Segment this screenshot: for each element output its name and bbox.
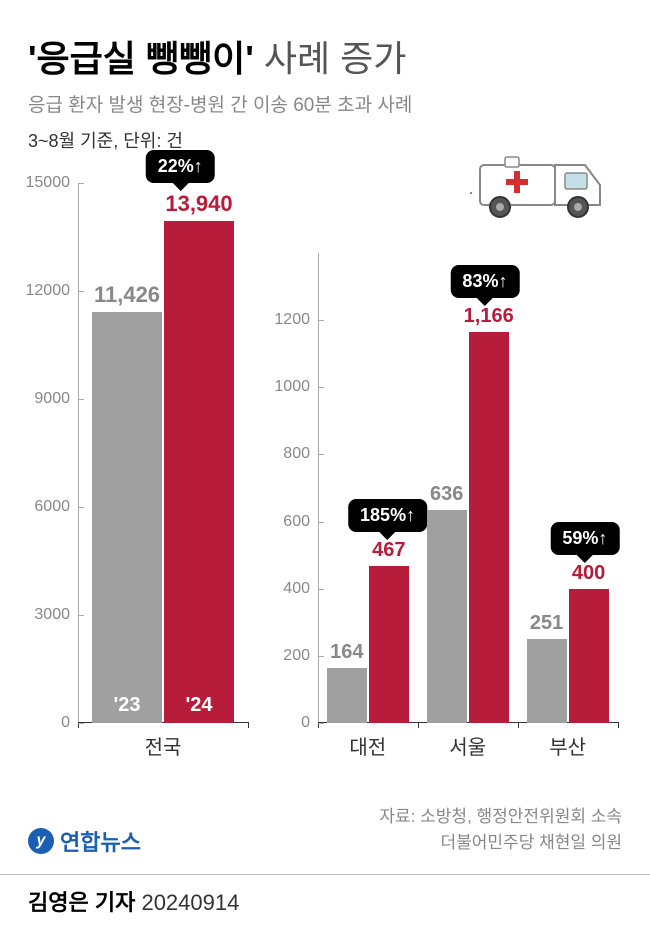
title-rest: 사례 증가 <box>254 38 406 79</box>
y-tick: 1200 <box>274 311 318 329</box>
reporter-name: 김영은 기자 <box>28 890 135 915</box>
bar-value-label: 251 <box>530 612 563 635</box>
bar: 251 <box>527 639 567 723</box>
y-tick: 1000 <box>274 378 318 396</box>
bar-group: 251400 <box>527 589 609 723</box>
y-tick: 9000 <box>34 390 78 408</box>
footer: 김영은 기자 20240914 <box>28 885 239 917</box>
y-tick: 3000 <box>34 606 78 624</box>
bar: 13,940'24 <box>164 221 234 723</box>
y-tick: 600 <box>283 513 318 531</box>
bar: 164 <box>327 668 367 723</box>
source-line: 자료: 소방청, 행정안전위원회 소속 <box>379 804 622 830</box>
bar: 636 <box>427 510 467 724</box>
bar-group: 11,426'2313,940'24 <box>92 221 234 723</box>
bar-value-label: 636 <box>430 483 463 506</box>
y-tick: 200 <box>283 647 318 665</box>
y-tick: 12000 <box>26 282 79 300</box>
category-label: 전국 <box>145 731 182 760</box>
chart-national: 0300060009000120001500011,426'2313,940'2… <box>28 183 248 753</box>
y-axis <box>318 253 319 723</box>
y-tick: 800 <box>283 445 318 463</box>
bar: 400 <box>569 589 609 723</box>
bar-group: 6361,166 <box>427 332 509 723</box>
category-label: 서울 <box>449 731 486 760</box>
publish-date: 20240914 <box>141 890 239 915</box>
y-tick: 15000 <box>26 174 79 192</box>
bar-value-label: 11,426 <box>94 282 160 308</box>
source-line: 더불어민주당 채현일 의원 <box>379 830 622 856</box>
y-tick: 0 <box>301 714 318 732</box>
y-axis <box>78 183 79 723</box>
bar-value-label: 164 <box>330 641 363 664</box>
percent-badge: 83%↑ <box>450 265 519 298</box>
chart-regional: 020040060080010001200164467185%↑대전6361,1… <box>278 253 618 753</box>
category-label: 대전 <box>349 731 386 760</box>
divider <box>0 874 650 875</box>
data-source: 자료: 소방청, 행정안전위원회 소속 더불어민주당 채현일 의원 <box>379 804 622 855</box>
title-bold: '응급실 뺑뺑이' <box>28 38 254 79</box>
logo-icon: y <box>28 828 54 854</box>
y-tick: 6000 <box>34 498 78 516</box>
percent-badge: 59%↑ <box>550 522 619 555</box>
y-tick: 0 <box>61 714 78 732</box>
percent-badge: 185%↑ <box>348 499 427 532</box>
y-tick: 400 <box>283 580 318 598</box>
category-label: 부산 <box>549 731 586 760</box>
bar-year-label: '23 <box>113 694 140 717</box>
chart-subtitle: 응급 환자 발생 현장-병원 간 이송 60분 초과 사례 <box>28 90 622 117</box>
bar: 467 <box>369 566 409 723</box>
chart-title: '응급실 뺑뺑이' 사례 증가 <box>28 30 622 82</box>
logo-text: 연합뉴스 <box>60 825 141 857</box>
charts-container: 0300060009000120001500011,426'2313,940'2… <box>28 163 622 753</box>
percent-badge: 22%↑ <box>146 150 215 183</box>
bar-group: 164467 <box>327 566 409 723</box>
publisher-logo: y 연합뉴스 <box>28 825 141 857</box>
bar: 1,166 <box>469 332 509 723</box>
bar: 11,426'23 <box>92 312 162 723</box>
bar-year-label: '24 <box>185 694 212 717</box>
